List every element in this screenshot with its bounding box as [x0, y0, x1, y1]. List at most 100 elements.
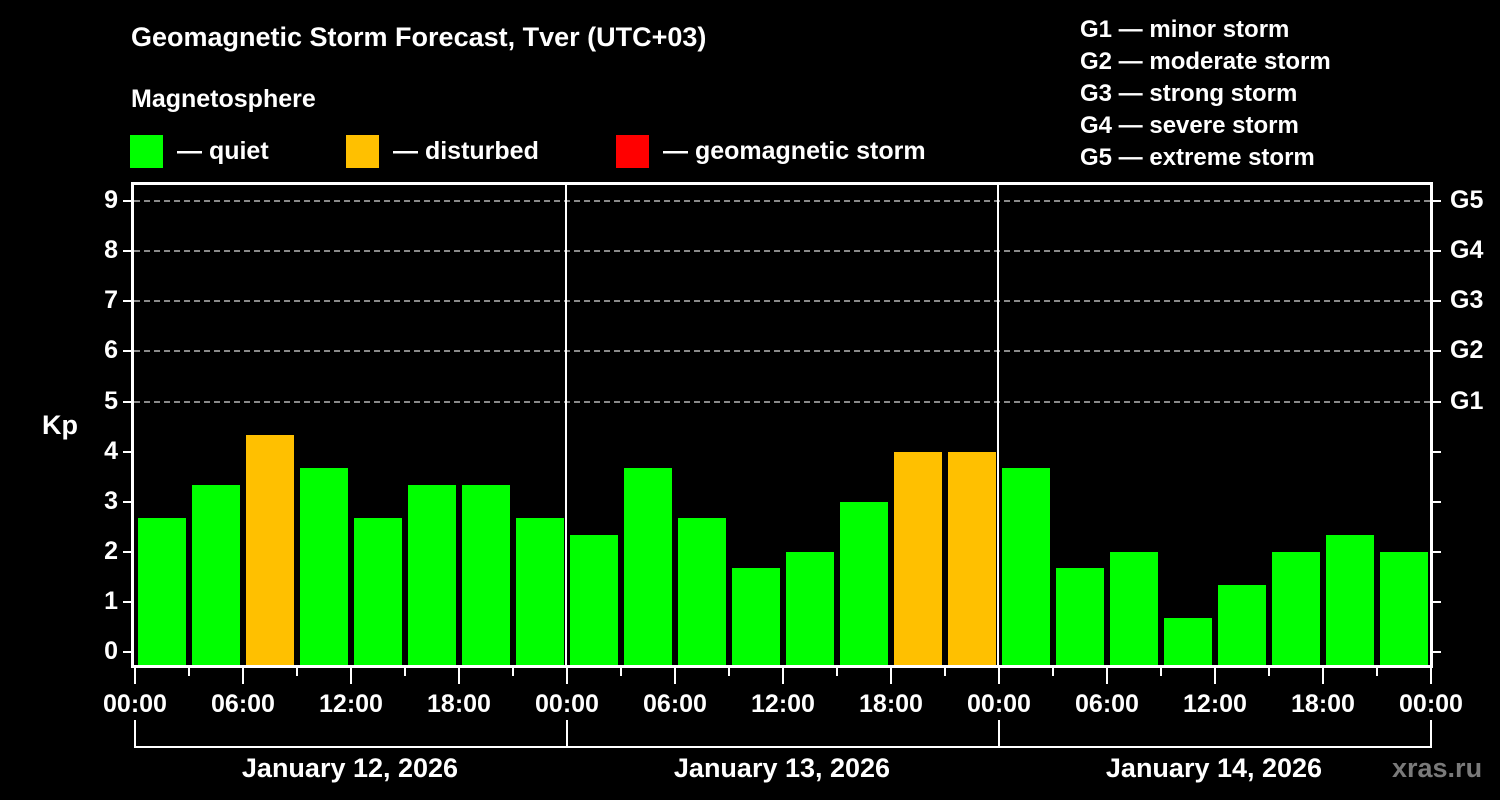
- legend-swatch-storm: [616, 135, 649, 168]
- y-tick-label: 5: [104, 386, 118, 415]
- x-tick-label: 18:00: [1291, 690, 1355, 718]
- bar-quiet: [732, 568, 780, 666]
- x-tick: [350, 668, 352, 684]
- y-tick-label: 7: [104, 286, 118, 315]
- y-tick-right: [1433, 651, 1441, 653]
- x-tick: [1430, 668, 1432, 684]
- legend-item-quiet: — quiet: [130, 135, 269, 168]
- g-scale-item: G1 — minor storm: [1080, 16, 1290, 43]
- day-separator: [997, 182, 999, 668]
- y-tick: [123, 250, 131, 253]
- x-tick-label: 12:00: [751, 690, 815, 718]
- day-bracket: [998, 720, 1432, 748]
- bar-quiet: [408, 485, 456, 666]
- y-tick-right: [1433, 200, 1441, 203]
- bar-quiet: [786, 551, 834, 666]
- x-tick: [944, 668, 946, 676]
- day-label: January 13, 2026: [673, 753, 891, 783]
- x-tick: [404, 668, 406, 676]
- x-tick: [188, 668, 190, 676]
- legend-label: — quiet: [177, 137, 269, 165]
- x-tick-label: 00:00: [535, 690, 599, 718]
- x-tick-label: 18:00: [859, 690, 923, 718]
- gridline: [134, 350, 1430, 353]
- y-tick-right: [1433, 250, 1441, 253]
- y-tick-label: 9: [104, 186, 118, 215]
- x-tick: [1214, 668, 1216, 684]
- x-tick: [566, 668, 568, 684]
- y-tick-label: 3: [104, 486, 118, 515]
- legend-swatch-disturbed: [346, 135, 379, 168]
- x-tick-label: 12:00: [1183, 690, 1247, 718]
- y-tick-right: [1433, 450, 1441, 453]
- y-tick-right: [1433, 500, 1441, 503]
- y-tick: [123, 350, 131, 353]
- gridline: [134, 400, 1430, 403]
- bar-quiet: [570, 535, 618, 666]
- x-tick: [782, 668, 784, 684]
- y-tick-right: [1433, 600, 1441, 603]
- y-tick-label: 8: [104, 236, 118, 265]
- day-bracket: [134, 720, 568, 748]
- g-scale-item: G5 — extreme storm: [1080, 144, 1315, 171]
- gridline: [134, 200, 1430, 203]
- bar-quiet: [300, 468, 348, 666]
- y-tick: [123, 600, 131, 603]
- bar-quiet: [678, 518, 726, 666]
- y-tick: [123, 200, 131, 203]
- x-tick: [1052, 668, 1054, 676]
- y-tick-right: [1433, 400, 1441, 403]
- bar-quiet: [840, 501, 888, 666]
- bar-quiet: [1056, 568, 1104, 666]
- bar-quiet: [462, 485, 510, 666]
- y-tick-right: [1433, 550, 1441, 553]
- day-label: January 14, 2026: [1105, 753, 1323, 783]
- bar-quiet: [1326, 535, 1374, 666]
- bar-quiet: [1002, 468, 1050, 666]
- x-tick: [1376, 668, 1378, 676]
- g-scale-item: G2 — moderate storm: [1080, 48, 1331, 75]
- right-axis-label: G4: [1450, 236, 1484, 265]
- gridline: [134, 300, 1430, 303]
- legend-item-storm: — geomagnetic storm: [616, 135, 926, 168]
- y-tick-label: 4: [104, 436, 118, 465]
- gridline: [134, 250, 1430, 253]
- x-tick: [296, 668, 298, 676]
- legend-label: — disturbed: [393, 137, 539, 165]
- y-tick: [123, 651, 131, 653]
- x-tick: [728, 668, 730, 676]
- day-label: January 12, 2026: [241, 753, 459, 783]
- x-tick-label: 12:00: [319, 690, 383, 718]
- x-tick: [674, 668, 676, 684]
- bar-quiet: [138, 518, 186, 666]
- right-axis-label: G1: [1450, 386, 1484, 415]
- x-tick: [1160, 668, 1162, 676]
- x-tick: [1268, 668, 1270, 676]
- legend-label: — geomagnetic storm: [663, 137, 926, 165]
- y-tick: [123, 500, 131, 503]
- bar-disturbed: [246, 435, 294, 666]
- legend-item-disturbed: — disturbed: [346, 135, 539, 168]
- x-tick-label: 06:00: [211, 690, 275, 718]
- bar-quiet: [1272, 551, 1320, 666]
- x-tick-label: 00:00: [1399, 690, 1463, 718]
- chart-subtitle: Magnetosphere: [131, 85, 316, 113]
- y-tick-right: [1433, 350, 1441, 353]
- watermark: xras.ru: [1392, 753, 1483, 783]
- x-tick: [836, 668, 838, 676]
- bar-quiet: [1164, 618, 1212, 666]
- y-axis-label: Kp: [42, 410, 78, 440]
- x-tick: [134, 668, 136, 684]
- g-scale-item: G3 — strong storm: [1080, 80, 1298, 107]
- bar-disturbed: [948, 451, 996, 666]
- x-tick: [890, 668, 892, 684]
- x-tick-label: 00:00: [967, 690, 1031, 718]
- y-tick: [123, 450, 131, 453]
- y-tick: [123, 300, 131, 303]
- y-tick-label: 1: [104, 586, 118, 615]
- y-tick-label: 2: [104, 536, 118, 565]
- day-separator: [565, 182, 567, 668]
- bar-quiet: [516, 518, 564, 666]
- y-tick-right: [1433, 300, 1441, 303]
- x-tick: [242, 668, 244, 684]
